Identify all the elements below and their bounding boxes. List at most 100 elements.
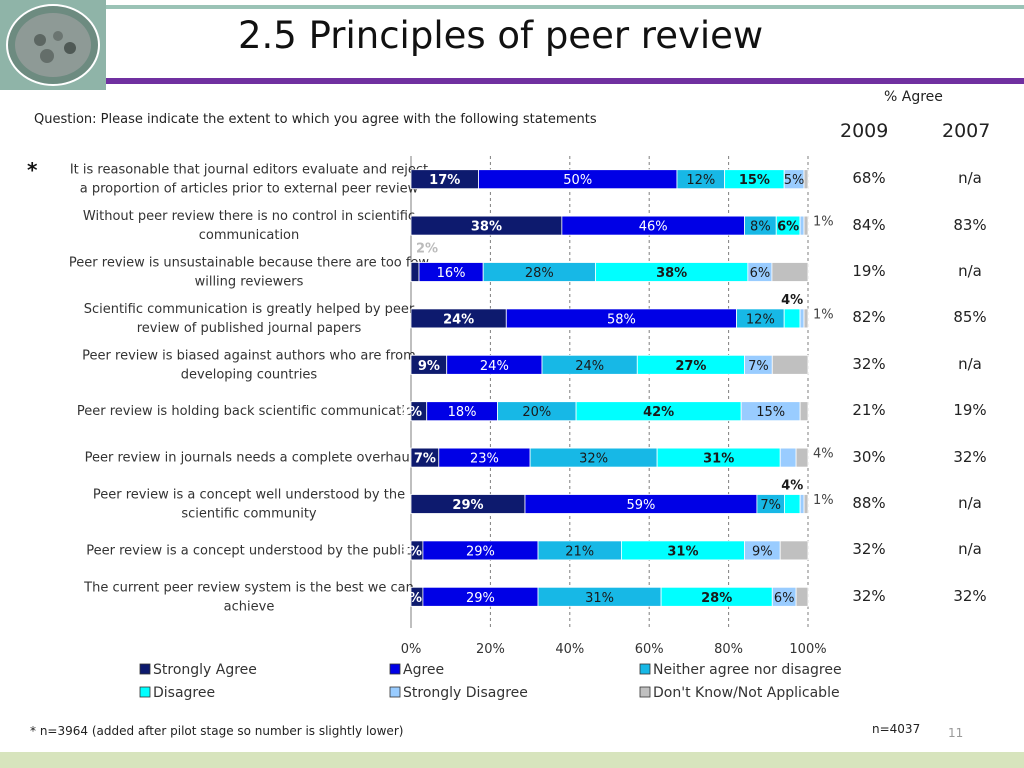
bar-segment xyxy=(799,401,809,422)
category-label: communication xyxy=(199,228,300,243)
institution-logo xyxy=(0,0,106,90)
agree-2009-value: 88% xyxy=(852,494,886,512)
sample-size: n=4037 xyxy=(872,722,921,736)
bar-segment xyxy=(799,215,805,236)
category-label: achieve xyxy=(224,599,275,614)
data-label: 38% xyxy=(656,266,687,281)
data-label: 9% xyxy=(752,544,773,559)
legend-swatch xyxy=(139,686,151,698)
x-tick-label: 60% xyxy=(635,642,664,657)
agree-2009-value: 82% xyxy=(852,308,886,327)
bar-segment xyxy=(784,494,801,514)
bar-segment xyxy=(410,262,420,282)
category-label: review of published journal papers xyxy=(137,321,362,336)
data-label: 1% xyxy=(813,493,834,508)
agree-2007-value: n/a xyxy=(958,354,982,373)
data-label: 29% xyxy=(452,498,483,513)
category-label: Without peer review there is no control … xyxy=(83,209,415,224)
agree-2007-value: 19% xyxy=(953,401,987,420)
legend-label: Don't Know/Not Applicable xyxy=(653,685,840,701)
slide-title: 2.5 Principles of peer review xyxy=(238,14,764,57)
data-label: 31% xyxy=(703,452,734,467)
data-label: 29% xyxy=(466,591,495,606)
data-label: 16% xyxy=(437,266,466,281)
legend-label: Neither agree nor disagree xyxy=(653,662,842,678)
data-label: 50% xyxy=(563,173,592,188)
data-label: 5% xyxy=(784,173,805,188)
bar-segment xyxy=(771,262,809,282)
data-label: 1% xyxy=(813,307,834,322)
agree-2007-value: 83% xyxy=(953,215,987,234)
x-tick-label: 80% xyxy=(714,642,743,657)
data-label: 28% xyxy=(525,266,554,281)
data-label: 42% xyxy=(643,405,674,420)
data-label: 7% xyxy=(414,452,436,467)
data-label: 3% xyxy=(400,544,422,559)
agree-2007-value: n/a xyxy=(958,262,982,280)
data-label: 32% xyxy=(579,452,608,467)
footnote: * n=3964 (added after pilot stage so num… xyxy=(30,724,404,738)
data-label: 58% xyxy=(607,312,636,327)
footer-bar xyxy=(0,752,1024,768)
agree-2009-value: 68% xyxy=(852,169,886,188)
x-tick-label: 0% xyxy=(401,642,422,657)
category-label: willing reviewers xyxy=(195,275,304,290)
data-label: 3% xyxy=(400,591,422,606)
data-label: 18% xyxy=(448,405,477,420)
bar-segment xyxy=(771,354,809,375)
legend-swatch xyxy=(389,686,401,698)
data-label: 1% xyxy=(813,215,834,230)
agree-2009-value: 32% xyxy=(852,586,886,605)
data-label: 28% xyxy=(701,591,732,606)
legend-label: Strongly Disagree xyxy=(403,685,528,701)
category-label: Peer review is a concept well understood… xyxy=(93,488,405,503)
data-label: 24% xyxy=(575,359,604,374)
data-label: 31% xyxy=(667,544,698,559)
data-label: 7% xyxy=(760,498,781,513)
agree-2007-value: 32% xyxy=(953,586,987,605)
agree-2007-value: 85% xyxy=(953,308,987,327)
data-label: 12% xyxy=(686,173,715,188)
bar-segment xyxy=(803,215,809,236)
category-label: The current peer review system is the be… xyxy=(83,580,414,595)
bar-segment xyxy=(803,169,809,190)
data-label: 15% xyxy=(756,405,785,420)
agree-2009-value: 32% xyxy=(852,540,886,559)
data-label: 6% xyxy=(750,266,771,281)
data-label: 20% xyxy=(522,405,551,420)
data-label: 24% xyxy=(443,312,474,327)
year-2007-header: 2007 xyxy=(942,120,991,142)
bar-segment xyxy=(779,447,797,468)
page-number: 11 xyxy=(948,726,964,740)
x-tick-label: 40% xyxy=(555,642,584,657)
category-label: Peer review is holding back scientific c… xyxy=(77,404,421,419)
data-label: 38% xyxy=(471,220,502,235)
category-label: Peer review in journals needs a complete… xyxy=(85,451,414,466)
year-2009-header: 2009 xyxy=(840,120,889,142)
legend-swatch xyxy=(639,686,651,698)
category-label: Scientific communication is greatly help… xyxy=(84,302,415,317)
data-label: 31% xyxy=(585,591,614,606)
category-label: Peer review is biased against authors wh… xyxy=(82,348,416,363)
data-label: 7% xyxy=(748,359,769,374)
data-label: 12% xyxy=(746,312,775,327)
category-label: Peer review is unsustainable because the… xyxy=(69,256,430,271)
bar-segment xyxy=(783,308,801,329)
data-label: 59% xyxy=(626,498,655,513)
legend-swatch xyxy=(639,663,651,675)
category-label: It is reasonable that journal editors ev… xyxy=(70,163,428,178)
data-label: 46% xyxy=(639,220,668,235)
data-label: 8% xyxy=(750,220,771,235)
data-label: 17% xyxy=(429,173,460,188)
bar-segment xyxy=(803,308,809,329)
bar-segment xyxy=(803,494,809,514)
agree-2009-value: 32% xyxy=(852,354,886,373)
category-label: a proportion of articles prior to extern… xyxy=(80,182,419,197)
data-label: 23% xyxy=(470,452,499,467)
bar-segment xyxy=(779,540,809,561)
agree-2009-value: 30% xyxy=(852,447,886,466)
agree-header: % Agree xyxy=(884,89,943,105)
legend-label: Disagree xyxy=(153,685,215,701)
bar-segment xyxy=(795,586,809,607)
